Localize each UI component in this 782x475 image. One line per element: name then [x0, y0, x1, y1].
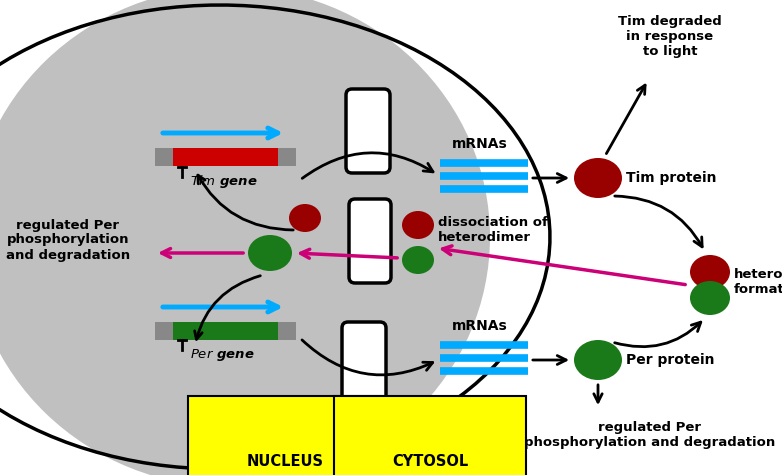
Ellipse shape	[0, 0, 490, 475]
Ellipse shape	[690, 281, 730, 315]
Ellipse shape	[402, 246, 434, 274]
Text: Tim protein: Tim protein	[626, 171, 716, 185]
Text: regulated Per
phosphorylation
and degradation: regulated Per phosphorylation and degrad…	[6, 218, 130, 262]
Bar	[155, 322, 173, 340]
Ellipse shape	[690, 255, 730, 289]
Bar	[278, 322, 296, 340]
Text: mRNAs: mRNAs	[452, 319, 508, 333]
Text: Per protein: Per protein	[626, 353, 715, 367]
Text: dissociation of
heterodimer: dissociation of heterodimer	[438, 216, 548, 244]
Bar	[173, 148, 278, 166]
Ellipse shape	[248, 235, 292, 271]
Text: $\mathit{Tim}$ gene: $\mathit{Tim}$ gene	[190, 173, 258, 190]
Ellipse shape	[402, 211, 434, 239]
Ellipse shape	[289, 204, 321, 232]
Text: Tim degraded
in response
to light: Tim degraded in response to light	[618, 15, 722, 58]
Text: regulated Per
phosphorylation and degradation: regulated Per phosphorylation and degrad…	[525, 421, 776, 449]
Bar	[155, 148, 173, 166]
Bar	[278, 148, 296, 166]
Text: mRNAs: mRNAs	[452, 137, 508, 151]
FancyBboxPatch shape	[349, 199, 391, 283]
Text: NUCLEUS: NUCLEUS	[246, 455, 324, 469]
Text: heterodimer
formation: heterodimer formation	[734, 268, 782, 296]
Bar	[173, 322, 278, 340]
Ellipse shape	[574, 340, 622, 380]
Ellipse shape	[574, 158, 622, 198]
FancyBboxPatch shape	[346, 89, 390, 173]
Text: $\mathit{Per}$ gene: $\mathit{Per}$ gene	[190, 347, 255, 363]
Text: CYTOSOL: CYTOSOL	[392, 455, 468, 469]
FancyBboxPatch shape	[342, 322, 386, 406]
